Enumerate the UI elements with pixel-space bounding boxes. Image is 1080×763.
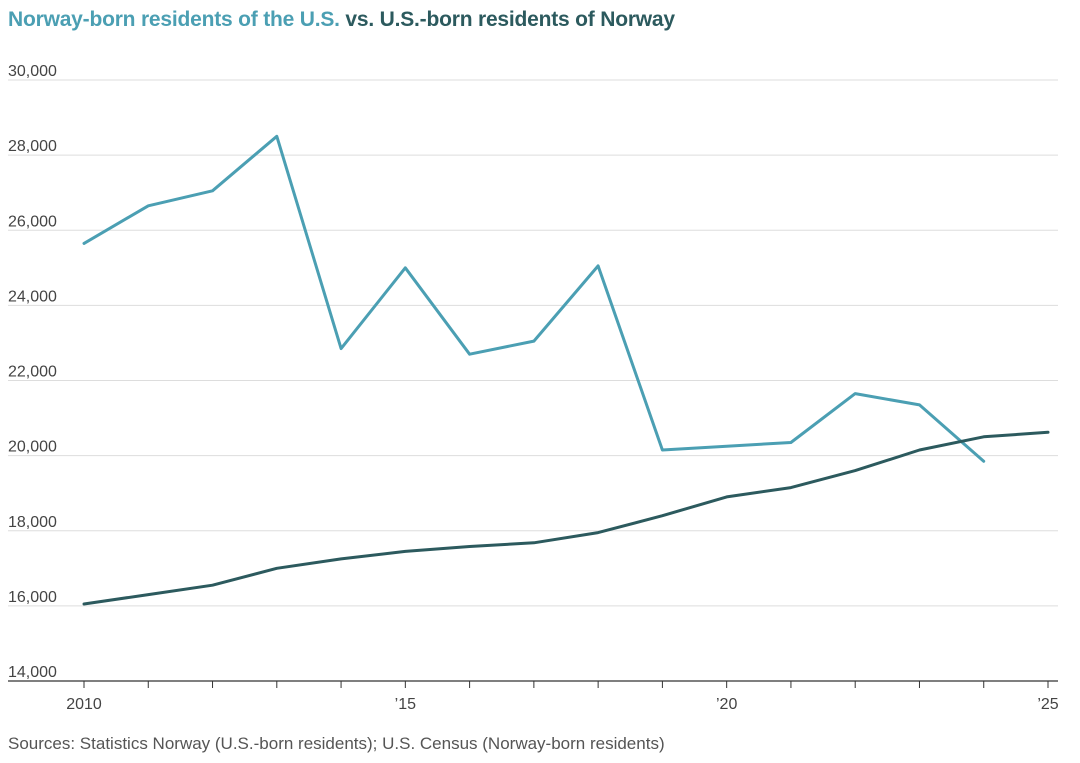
series-line-norway-born-us bbox=[82, 134, 986, 463]
x-tick-label-2020: ’20 bbox=[716, 696, 737, 713]
chart-title-series1: Norway-born residents of the U.S. bbox=[8, 8, 340, 31]
chart-title-series2: vs. U.S.-born residents of Norway bbox=[339, 8, 675, 31]
y-tick-label-30000: 30,000 bbox=[8, 63, 57, 80]
y-tick-label-18000: 18,000 bbox=[8, 514, 57, 531]
x-tick-label-2025: ’25 bbox=[1037, 696, 1058, 713]
y-tick-label-24000: 24,000 bbox=[8, 288, 57, 305]
y-tick-label-26000: 26,000 bbox=[8, 213, 57, 230]
x-tick-label-2015: ’15 bbox=[395, 696, 416, 713]
y-tick-label-22000: 22,000 bbox=[8, 364, 57, 381]
chart-title: Norway-born residents of the U.S. vs. U.… bbox=[8, 8, 675, 32]
x-tick-label-2010: 2010 bbox=[66, 696, 102, 713]
y-tick-label-14000: 14,000 bbox=[8, 664, 57, 681]
y-tick-label-28000: 28,000 bbox=[8, 138, 57, 155]
y-tick-label-20000: 20,000 bbox=[8, 439, 57, 456]
series-line-us-born-norway bbox=[82, 430, 1050, 606]
y-tick-label-16000: 16,000 bbox=[8, 589, 57, 606]
source-note: Sources: Statistics Norway (U.S.-born re… bbox=[8, 734, 665, 753]
